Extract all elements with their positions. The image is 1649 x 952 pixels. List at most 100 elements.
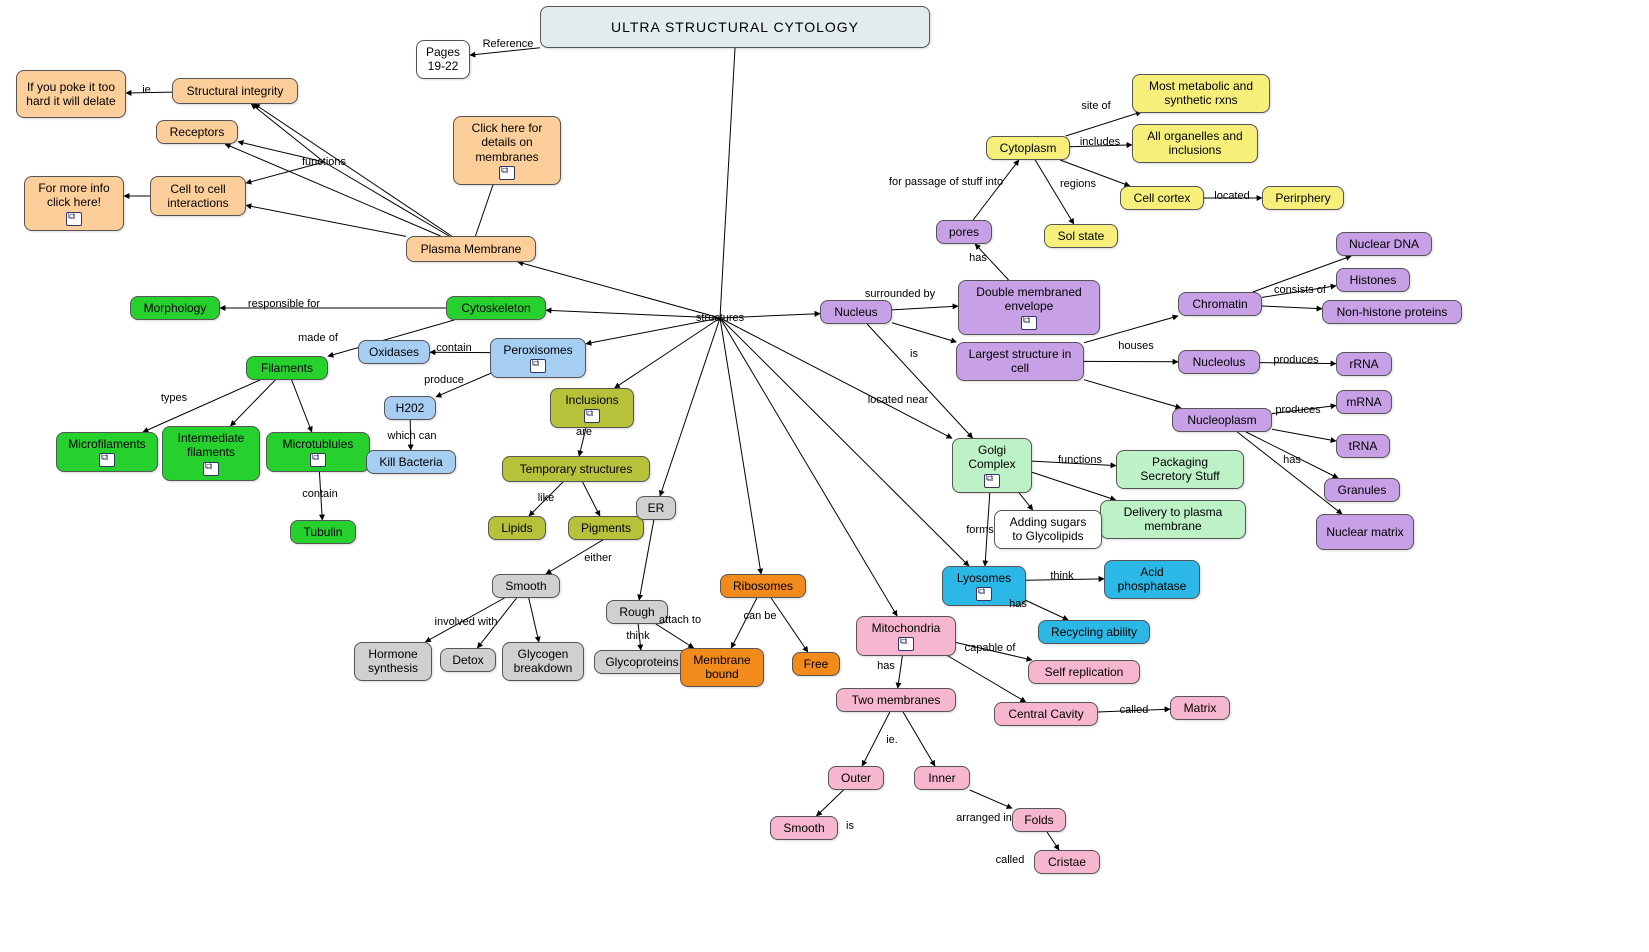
node-smoothp[interactable]: Smooth [770, 816, 838, 840]
edge-filaments-interfil [230, 380, 275, 426]
node-nucleus[interactable]: Nucleus [820, 300, 892, 324]
node-poke[interactable]: If you poke it too hard it will delate [16, 70, 126, 118]
node-acidphos[interactable]: Acid phosphatase [1104, 560, 1200, 599]
node-centralcav[interactable]: Central Cavity [994, 702, 1098, 726]
node-label: Intermediate filaments [171, 431, 251, 460]
node-packaging[interactable]: Packaging Secretory Stuff [1116, 450, 1244, 489]
edge-label: made of [298, 332, 338, 344]
node-microtub[interactable]: Microtublules [266, 432, 370, 472]
external-link-icon[interactable] [976, 587, 992, 601]
node-rough[interactable]: Rough [606, 600, 668, 624]
node-structint[interactable]: Structural integrity [172, 78, 298, 104]
node-morph[interactable]: Morphology [130, 296, 220, 320]
node-glycoprot[interactable]: Glycoproteins [594, 650, 690, 674]
external-link-icon[interactable] [310, 453, 326, 467]
edge-pores-cytoplasm [973, 160, 1019, 220]
node-filaments[interactable]: Filaments [246, 356, 328, 380]
edge-label: located near [868, 394, 929, 406]
node-cellcell[interactable]: Cell to cell interactions [150, 176, 246, 216]
node-histones[interactable]: Histones [1336, 268, 1410, 292]
node-free[interactable]: Free [792, 652, 840, 676]
node-matrix[interactable]: Matrix [1170, 696, 1230, 720]
node-h2o2[interactable]: H202 [384, 396, 436, 420]
node-inclusions[interactable]: Inclusions [550, 388, 634, 428]
node-receptors[interactable]: Receptors [156, 120, 238, 144]
external-link-icon[interactable] [1021, 316, 1037, 330]
node-pores[interactable]: pores [936, 220, 992, 244]
node-killbac[interactable]: Kill Bacteria [366, 450, 456, 474]
node-label: Temporary structures [520, 462, 633, 476]
node-tubulin[interactable]: Tubulin [290, 520, 356, 544]
node-granules[interactable]: Granules [1324, 478, 1400, 502]
edge-label: has [877, 660, 895, 672]
external-link-icon[interactable] [898, 637, 914, 651]
node-cytoplasm[interactable]: Cytoplasm [986, 136, 1070, 160]
external-link-icon[interactable] [530, 359, 546, 373]
node-perox[interactable]: Peroxisomes [490, 338, 586, 378]
node-membbound[interactable]: Membrane bound [680, 648, 764, 687]
external-link-icon[interactable] [99, 453, 115, 467]
external-link-icon[interactable] [584, 409, 600, 423]
node-selfrep[interactable]: Self replication [1028, 660, 1140, 684]
node-label: Granules [1338, 483, 1387, 497]
edge-title-mito [720, 318, 897, 616]
node-folds[interactable]: Folds [1012, 808, 1066, 832]
node-label: Nucleolus [1193, 355, 1246, 369]
node-twomem[interactable]: Two membranes [836, 688, 956, 712]
node-title[interactable]: ULTRA STRUCTURAL CYTOLOGY [540, 6, 930, 48]
node-hormone[interactable]: Hormone synthesis [354, 642, 432, 681]
node-allorg[interactable]: All organelles and inclusions [1132, 124, 1258, 163]
edge-title-nucleus [720, 314, 820, 318]
node-pages[interactable]: Pages 19-22 [416, 40, 470, 79]
node-label: Chromatin [1192, 297, 1247, 311]
node-mrna[interactable]: mRNA [1336, 390, 1392, 414]
edge-label: think [626, 630, 649, 642]
node-oxidases[interactable]: Oxidases [358, 340, 430, 364]
node-nucmatrix[interactable]: Nuclear matrix [1316, 514, 1414, 550]
node-glycobreak[interactable]: Glycogen breakdown [502, 642, 584, 681]
external-link-icon[interactable] [984, 474, 1000, 488]
node-ribosomes[interactable]: Ribosomes [720, 574, 806, 598]
node-nucleoplasm[interactable]: Nucleoplasm [1172, 408, 1272, 432]
node-er[interactable]: ER [636, 496, 676, 520]
node-chromatin[interactable]: Chromatin [1178, 292, 1262, 316]
node-delivery[interactable]: Delivery to plasma membrane [1100, 500, 1246, 539]
node-label: Folds [1024, 813, 1053, 827]
node-interfil[interactable]: Intermediate filaments [162, 426, 260, 481]
node-nonhist[interactable]: Non-histone proteins [1322, 300, 1462, 324]
node-periphery[interactable]: Perirphery [1262, 186, 1344, 210]
node-mito[interactable]: Mitochondria [856, 616, 956, 656]
node-golgi[interactable]: Golgi Complex [952, 438, 1032, 493]
node-lyosomes[interactable]: Lyosomes [942, 566, 1026, 606]
node-moreinfo[interactable]: For more info click here! [24, 176, 124, 231]
node-rrna[interactable]: rRNA [1336, 352, 1392, 376]
node-outer[interactable]: Outer [828, 766, 884, 790]
node-cyto[interactable]: Cytoskeleton [446, 296, 546, 320]
node-cellcortex[interactable]: Cell cortex [1120, 186, 1204, 210]
node-lipids[interactable]: Lipids [488, 516, 546, 540]
node-smooth[interactable]: Smooth [492, 574, 560, 598]
node-recyc[interactable]: Recycling ability [1038, 620, 1150, 644]
node-largest[interactable]: Largest structure in cell [956, 342, 1084, 381]
node-addsugars[interactable]: Adding sugars to Glycolipids [994, 510, 1102, 549]
node-doublemem[interactable]: Double membraned envelope [958, 280, 1100, 335]
node-pigments[interactable]: Pigments [568, 516, 644, 540]
node-tempstruct[interactable]: Temporary structures [502, 456, 650, 482]
node-nucdna[interactable]: Nuclear DNA [1336, 232, 1432, 256]
node-label: ER [648, 501, 665, 515]
node-solstate[interactable]: Sol state [1044, 224, 1118, 248]
node-microfil[interactable]: Microfilaments [56, 432, 158, 472]
node-inner[interactable]: Inner [914, 766, 970, 790]
external-link-icon[interactable] [203, 462, 219, 476]
node-nucleolus[interactable]: Nucleolus [1178, 350, 1260, 374]
external-link-icon[interactable] [499, 166, 515, 180]
node-metrxns[interactable]: Most metabolic and synthetic rxns [1132, 74, 1270, 113]
node-detox[interactable]: Detox [440, 648, 496, 672]
external-link-icon[interactable] [66, 212, 82, 226]
node-label: Receptors [170, 125, 225, 139]
node-clickmem[interactable]: Click here for details on membranes [453, 116, 561, 185]
node-cristae[interactable]: Cristae [1034, 850, 1100, 874]
edge-label: called [1120, 704, 1149, 716]
node-plasma[interactable]: Plasma Membrane [406, 236, 536, 262]
node-trna[interactable]: tRNA [1336, 434, 1390, 458]
